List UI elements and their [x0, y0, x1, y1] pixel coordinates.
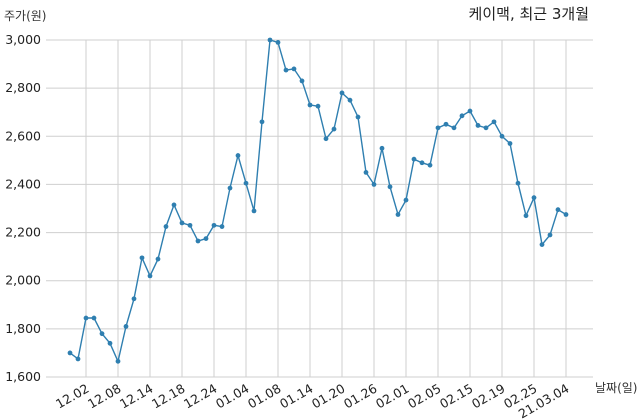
- chart-title: 케이맥, 최근 3개월: [469, 5, 589, 23]
- grid-layer: [46, 39, 593, 378]
- data-point: [155, 256, 161, 262]
- x-tick-label: 02.05: [405, 381, 444, 412]
- y-tick-label: 1,600: [5, 369, 41, 384]
- data-point: [307, 102, 313, 108]
- data-point: [195, 238, 201, 244]
- x-tick-label: 12.08: [85, 381, 124, 412]
- y-axis-ticks: 1,600 1,800 2,000 2,200 2,400 2,600 2,800 3,000: [5, 32, 41, 384]
- data-point: [459, 113, 465, 119]
- data-point: [523, 213, 529, 219]
- data-point: [331, 126, 337, 132]
- data-point: [411, 156, 417, 162]
- y-tick-label: 2,600: [5, 128, 41, 143]
- data-point: [419, 160, 425, 166]
- data-point: [555, 207, 561, 213]
- data-point: [179, 220, 185, 226]
- data-point: [363, 169, 369, 175]
- data-point: [531, 195, 537, 201]
- data-point: [483, 125, 489, 131]
- data-point: [563, 212, 569, 217]
- x-tick-label: 12.24: [181, 381, 220, 412]
- series-layer: [67, 37, 569, 364]
- data-point: [395, 212, 401, 217]
- x-tick-label: 02.19: [469, 381, 508, 412]
- data-point: [243, 180, 249, 186]
- data-point: [227, 185, 233, 191]
- data-point: [347, 97, 353, 103]
- data-point: [539, 242, 545, 248]
- data-point: [499, 133, 505, 139]
- data-point: [339, 90, 345, 96]
- data-point: [451, 125, 457, 131]
- data-point: [203, 236, 209, 241]
- data-point: [75, 356, 81, 362]
- data-point: [115, 358, 121, 364]
- data-point: [283, 67, 289, 73]
- data-point: [171, 202, 177, 208]
- y-tick-label: 2,800: [5, 80, 41, 95]
- data-point: [107, 340, 113, 346]
- data-point: [235, 153, 241, 158]
- data-point: [163, 224, 169, 229]
- x-tick-label: 02.15: [437, 381, 476, 412]
- data-point: [379, 145, 385, 151]
- data-point: [147, 273, 153, 279]
- data-point: [403, 197, 409, 203]
- x-tick-label: 12.18: [149, 381, 188, 412]
- data-point: [139, 255, 145, 261]
- x-tick-label: 02.01: [373, 381, 412, 412]
- data-point: [187, 222, 193, 228]
- data-point: [515, 180, 521, 186]
- data-point: [259, 119, 265, 125]
- data-point: [427, 162, 433, 168]
- x-tick-label: 01.14: [277, 381, 316, 412]
- y-tick-label: 2,400: [5, 176, 41, 191]
- data-point: [355, 114, 361, 120]
- x-tick-label: 12.02: [53, 381, 92, 412]
- data-point: [219, 224, 225, 229]
- y-tick-label: 1,800: [5, 321, 41, 336]
- data-point: [267, 37, 273, 43]
- data-point: [91, 315, 97, 321]
- y-tick-label: 2,000: [5, 273, 41, 288]
- data-point: [443, 121, 449, 127]
- x-tick-label: 01.04: [213, 381, 252, 412]
- data-point: [131, 296, 137, 302]
- data-point: [467, 108, 473, 114]
- data-point: [475, 123, 481, 128]
- data-point: [291, 66, 297, 72]
- data-point: [211, 222, 217, 228]
- data-point: [387, 184, 393, 190]
- data-point: [315, 103, 321, 109]
- data-point: [491, 119, 497, 125]
- data-point: [299, 78, 305, 84]
- data-point: [547, 232, 553, 238]
- x-tick-label: 12.14: [117, 381, 156, 412]
- x-axis-ticks: 12.0212.0812.1412.1812.2401.0401.0801.14…: [53, 381, 572, 419]
- data-point: [251, 208, 257, 214]
- data-point: [507, 141, 513, 146]
- y-axis-label: 주가(원): [4, 9, 46, 23]
- data-point: [83, 315, 89, 321]
- data-point: [99, 331, 105, 337]
- x-tick-label: 01.20: [309, 381, 348, 412]
- data-point: [275, 40, 281, 45]
- x-tick-label: 01.08: [245, 381, 284, 412]
- x-tick-label: 01.26: [341, 381, 380, 412]
- y-tick-label: 3,000: [5, 32, 41, 47]
- x-axis-label: 날짜(일): [595, 381, 637, 395]
- data-point: [323, 136, 329, 142]
- data-point: [371, 182, 377, 187]
- y-tick-label: 2,200: [5, 225, 41, 240]
- data-point: [435, 125, 441, 131]
- data-point: [123, 324, 129, 329]
- data-point: [67, 350, 73, 356]
